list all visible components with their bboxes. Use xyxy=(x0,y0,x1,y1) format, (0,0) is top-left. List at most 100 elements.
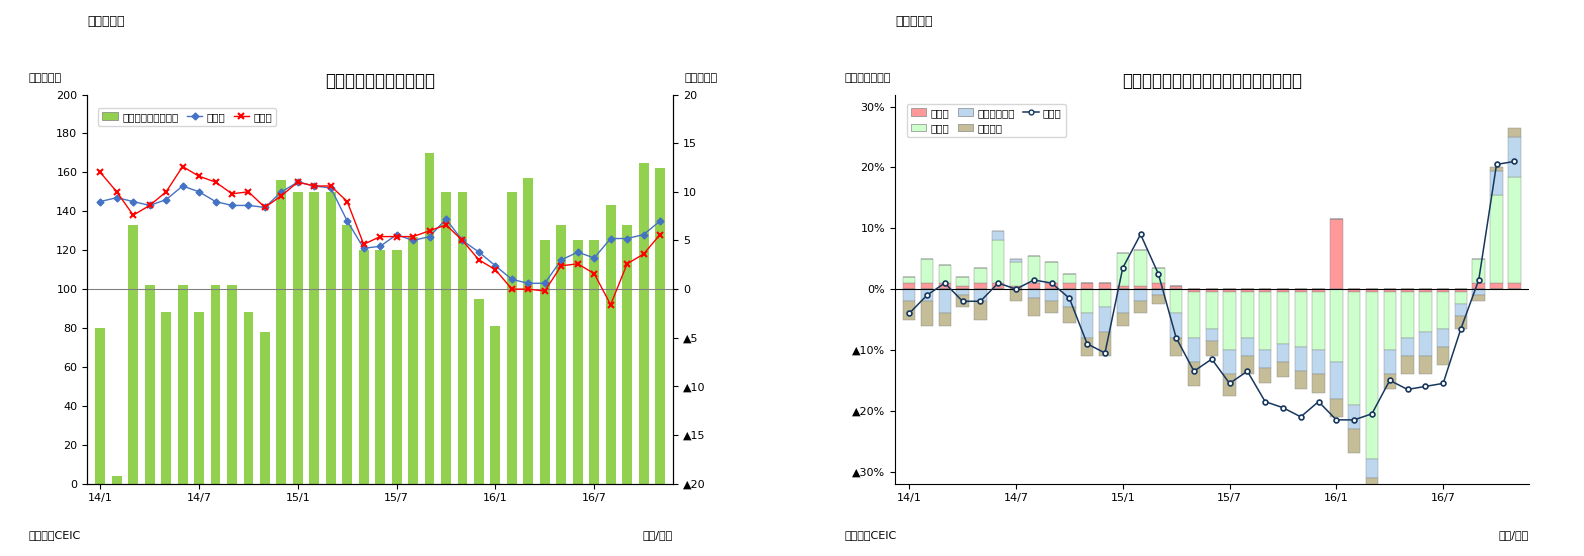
Bar xyxy=(1099,283,1112,289)
Text: （資料）CEIC: （資料）CEIC xyxy=(29,530,81,540)
Bar xyxy=(1188,362,1201,386)
Bar xyxy=(556,225,565,484)
Bar xyxy=(1383,292,1396,350)
Bar xyxy=(277,180,287,484)
Bar xyxy=(638,162,648,484)
輸出額 xyxy=(173,183,192,190)
Text: （資料）CEIC: （資料）CEIC xyxy=(844,530,897,540)
Bar xyxy=(1312,292,1324,350)
Bar xyxy=(1117,289,1129,314)
Bar xyxy=(244,312,253,484)
輸出額 xyxy=(971,298,990,305)
Bar xyxy=(1063,289,1076,307)
Bar xyxy=(1063,307,1076,322)
輸出額 xyxy=(108,195,127,201)
Bar xyxy=(440,192,451,484)
Bar xyxy=(1491,195,1503,283)
Bar xyxy=(1508,128,1521,137)
輸出額 xyxy=(1148,271,1167,277)
Bar xyxy=(1294,347,1307,371)
Bar xyxy=(1331,289,1343,362)
Bar xyxy=(260,332,269,484)
Bar xyxy=(1205,329,1218,341)
Bar xyxy=(1473,295,1484,301)
Bar xyxy=(1152,283,1164,289)
輸出額 xyxy=(1256,398,1275,405)
輸出額 xyxy=(1362,410,1381,417)
Bar xyxy=(112,476,122,484)
Bar xyxy=(1223,292,1236,350)
輸入額 xyxy=(108,188,127,195)
輸出額 xyxy=(437,216,456,222)
Line: 輸入額: 輸入額 xyxy=(97,163,664,308)
輸出額 xyxy=(1345,416,1364,423)
輸入額 xyxy=(535,288,554,295)
Text: （図表７）: （図表７） xyxy=(87,15,125,28)
輸出額 xyxy=(1167,334,1186,341)
Bar xyxy=(974,283,987,289)
輸入額 xyxy=(520,286,539,292)
Bar xyxy=(1365,289,1378,292)
Bar xyxy=(1171,314,1182,337)
Bar xyxy=(1152,295,1164,304)
Bar xyxy=(1171,286,1182,289)
Line: 輸出額: 輸出額 xyxy=(906,159,1517,423)
Bar xyxy=(1331,362,1343,399)
Bar xyxy=(1080,289,1093,314)
輸出額 xyxy=(157,196,176,203)
輸入額 xyxy=(651,231,670,238)
Bar xyxy=(992,231,1004,240)
輸出額 xyxy=(1131,231,1150,238)
Bar xyxy=(992,240,1004,283)
輸出額 xyxy=(1291,414,1310,420)
Bar xyxy=(1223,350,1236,374)
輸出額 xyxy=(1114,265,1133,271)
Bar xyxy=(458,192,467,484)
Bar xyxy=(1028,283,1041,289)
輸入額 xyxy=(437,222,456,229)
Bar xyxy=(1134,250,1147,286)
Bar xyxy=(1277,292,1289,344)
Bar xyxy=(1028,289,1041,298)
Text: （億ドル）: （億ドル） xyxy=(29,73,62,83)
Bar xyxy=(1277,289,1289,292)
輸入額 xyxy=(502,286,521,292)
Bar xyxy=(293,192,303,484)
輸入額 xyxy=(322,183,341,190)
Bar xyxy=(491,326,501,484)
Bar xyxy=(974,289,987,301)
Bar xyxy=(1259,292,1272,350)
輸出額 xyxy=(190,188,209,195)
Bar xyxy=(1383,350,1396,374)
Bar xyxy=(1259,289,1272,292)
Bar xyxy=(1348,289,1361,292)
Title: インドネシアの貿易収支: インドネシアの貿易収支 xyxy=(325,72,436,90)
輸出額 xyxy=(1096,350,1115,356)
Bar xyxy=(540,240,550,484)
Bar xyxy=(589,240,599,484)
Bar xyxy=(903,301,916,320)
Bar xyxy=(1205,289,1218,292)
輸出額 xyxy=(1434,380,1453,387)
Bar xyxy=(1437,289,1449,292)
輸入額 xyxy=(355,241,374,248)
Bar xyxy=(903,277,916,283)
Bar xyxy=(1294,371,1307,389)
Bar xyxy=(1259,368,1272,384)
Text: （前年同月比）: （前年同月比） xyxy=(844,73,890,83)
Bar xyxy=(1152,268,1164,283)
輸出額 xyxy=(1327,416,1346,423)
輸入額 xyxy=(486,266,505,273)
輸出額 xyxy=(1470,277,1489,284)
Bar xyxy=(957,286,969,289)
Bar xyxy=(1028,298,1041,316)
Bar xyxy=(1205,341,1218,356)
輸出額 xyxy=(1274,404,1293,411)
輸出額 xyxy=(1185,368,1204,375)
輸出額 xyxy=(486,262,505,269)
輸出額 xyxy=(1006,286,1025,292)
輸入額 xyxy=(222,191,241,197)
Bar xyxy=(1171,337,1182,356)
Text: （図表８）: （図表８） xyxy=(895,15,933,28)
Bar xyxy=(1045,289,1058,301)
